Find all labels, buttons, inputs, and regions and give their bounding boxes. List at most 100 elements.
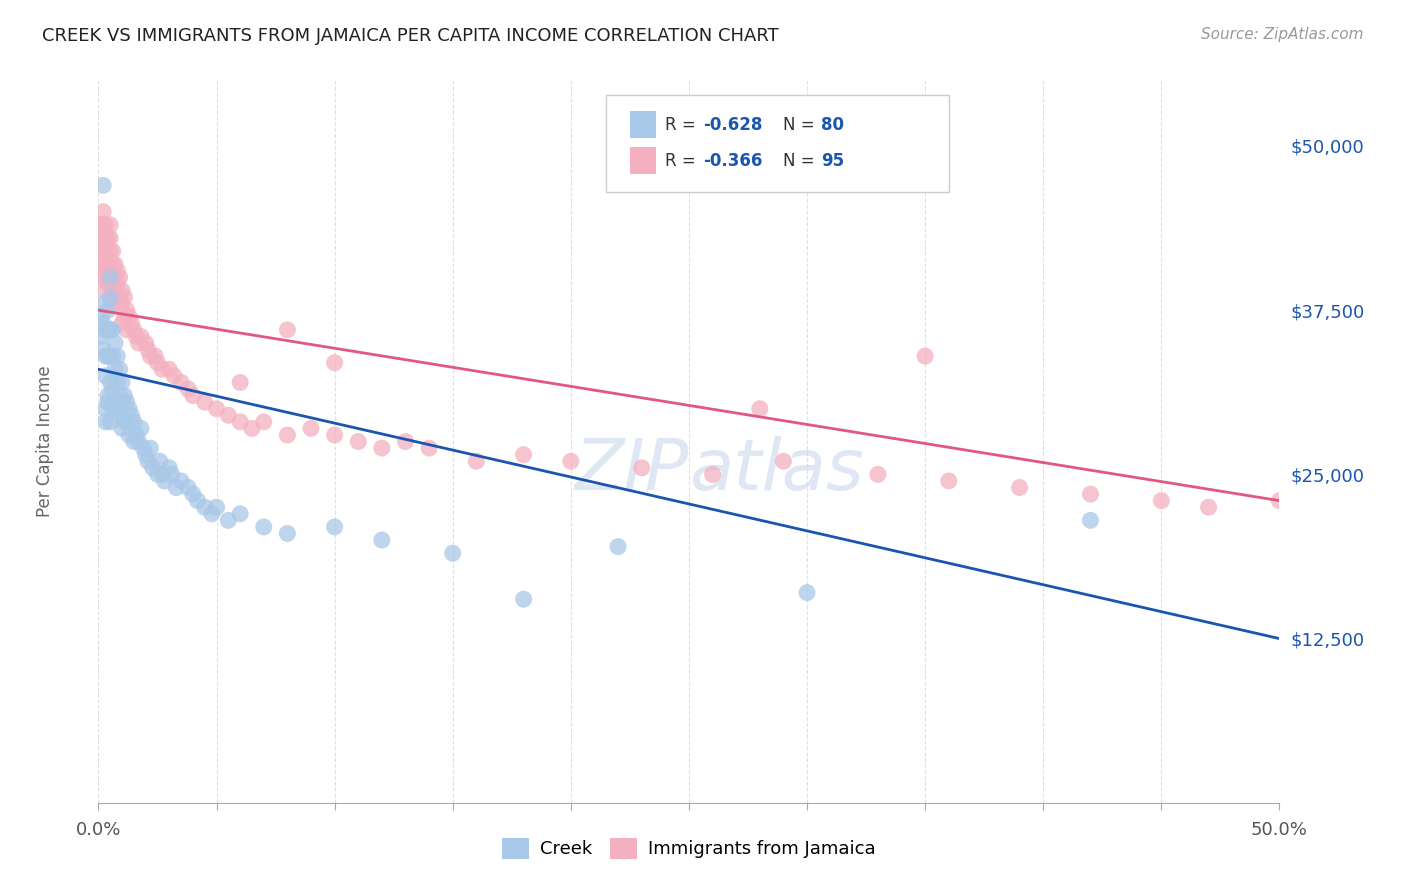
- Point: [160, 467, 183, 482]
- Point: [512, 448, 534, 462]
- Point: [94, 231, 117, 245]
- Point: [157, 362, 180, 376]
- Point: [105, 277, 128, 291]
- FancyBboxPatch shape: [606, 95, 949, 193]
- Point: [101, 244, 124, 258]
- Point: [240, 421, 263, 435]
- Point: [91, 231, 114, 245]
- Point: [108, 409, 131, 423]
- Point: [914, 349, 936, 363]
- Text: atlas: atlas: [689, 436, 863, 505]
- Point: [177, 481, 200, 495]
- Point: [153, 474, 176, 488]
- Point: [394, 434, 416, 449]
- Point: [229, 507, 252, 521]
- Point: [111, 395, 134, 409]
- Point: [181, 487, 204, 501]
- Point: [201, 507, 224, 521]
- Point: [91, 218, 114, 232]
- Point: [101, 296, 124, 310]
- Point: [122, 323, 145, 337]
- Point: [347, 434, 370, 449]
- Point: [866, 467, 889, 482]
- Point: [108, 388, 131, 402]
- Text: CREEK VS IMMIGRANTS FROM JAMAICA PER CAPITA INCOME CORRELATION CHART: CREEK VS IMMIGRANTS FROM JAMAICA PER CAP…: [42, 27, 779, 45]
- Point: [90, 231, 112, 245]
- Point: [149, 454, 172, 468]
- Point: [94, 237, 117, 252]
- Point: [136, 343, 159, 357]
- Point: [94, 218, 117, 232]
- Point: [98, 349, 121, 363]
- Point: [98, 323, 121, 337]
- Point: [125, 329, 148, 343]
- Point: [371, 441, 394, 455]
- Point: [1080, 513, 1102, 527]
- Point: [129, 421, 152, 435]
- Point: [276, 526, 298, 541]
- Point: [91, 343, 114, 357]
- Point: [205, 401, 228, 416]
- Point: [104, 336, 127, 351]
- Point: [132, 441, 155, 455]
- Point: [1080, 487, 1102, 501]
- Point: [146, 356, 169, 370]
- Point: [229, 415, 252, 429]
- Point: [90, 270, 112, 285]
- Point: [91, 296, 114, 310]
- Point: [187, 493, 209, 508]
- Point: [98, 415, 121, 429]
- Point: [135, 336, 157, 351]
- Point: [105, 296, 128, 310]
- Point: [97, 257, 120, 271]
- Point: [702, 467, 724, 482]
- Point: [323, 356, 346, 370]
- Text: N =: N =: [783, 116, 820, 134]
- Text: 95: 95: [821, 153, 845, 170]
- Point: [98, 270, 121, 285]
- Point: [122, 434, 145, 449]
- Point: [101, 382, 124, 396]
- Text: ZIP: ZIP: [575, 436, 689, 505]
- Text: N =: N =: [783, 153, 820, 170]
- Point: [97, 244, 120, 258]
- Point: [128, 434, 150, 449]
- Point: [560, 454, 582, 468]
- Point: [323, 520, 346, 534]
- Point: [104, 284, 127, 298]
- Point: [323, 428, 346, 442]
- Point: [139, 349, 162, 363]
- Point: [142, 460, 165, 475]
- Text: R =: R =: [665, 153, 702, 170]
- Text: Per Capita Income: Per Capita Income: [37, 366, 55, 517]
- Point: [94, 323, 117, 337]
- Point: [108, 362, 131, 376]
- Legend: Creek, Immigrants from Jamaica: Creek, Immigrants from Jamaica: [495, 830, 883, 866]
- Point: [371, 533, 394, 547]
- Point: [128, 336, 150, 351]
- Point: [276, 323, 298, 337]
- Point: [97, 303, 120, 318]
- Point: [1198, 500, 1220, 515]
- Point: [115, 303, 138, 318]
- Point: [181, 388, 204, 402]
- Point: [796, 585, 818, 599]
- Point: [112, 290, 135, 304]
- Point: [146, 467, 169, 482]
- Point: [90, 224, 112, 238]
- Point: [97, 395, 120, 409]
- Point: [217, 513, 239, 527]
- Point: [129, 329, 152, 343]
- Point: [91, 251, 114, 265]
- Point: [108, 290, 131, 304]
- Point: [121, 409, 143, 423]
- Point: [98, 257, 121, 271]
- Point: [94, 368, 117, 383]
- Point: [98, 290, 121, 304]
- Point: [90, 310, 112, 324]
- Point: [630, 460, 652, 475]
- Text: -0.628: -0.628: [703, 116, 762, 134]
- Point: [97, 323, 120, 337]
- Point: [512, 592, 534, 607]
- Point: [217, 409, 239, 423]
